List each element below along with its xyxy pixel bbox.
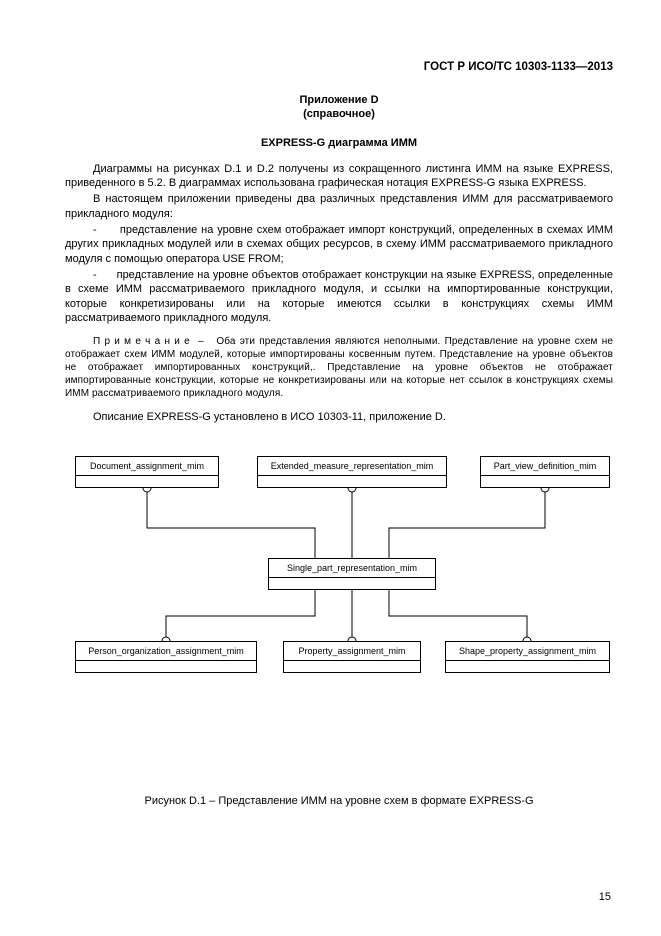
figure-caption: Рисунок D.1 – Представление ИММ на уровн… <box>65 794 613 808</box>
box-property-assignment: Property_assignment_mim <box>283 641 421 661</box>
box-person-organization: Person_organization_assignment_mim <box>75 641 257 661</box>
expressg-diagram: Document_assignment_mim Extended_measure… <box>65 446 613 736</box>
note-paragraph: П р и м е ч а н и е – Оба эти представле… <box>65 335 613 400</box>
appendix-header: Приложение D (справочное) <box>65 93 613 122</box>
box-extended-measure: Extended_measure_representation_mim <box>257 456 447 476</box>
box-single-part-representation-lower <box>268 578 436 590</box>
box-property-assignment-lower <box>283 661 421 673</box>
paragraph-1: Диаграммы на рисунках D.1 и D.2 получены… <box>65 162 613 191</box>
paragraph-5: Описание EXPRESS-G установлено в ИСО 103… <box>65 410 613 424</box>
document-id: ГОСТ Р ИСО/ТС 10303-1133—2013 <box>65 60 613 75</box>
box-single-part-representation: Single_part_representation_mim <box>268 558 436 578</box>
page-root: ГОСТ Р ИСО/ТС 10303-1133—2013 Приложение… <box>0 0 661 936</box>
box-document-assignment: Document_assignment_mim <box>75 456 219 476</box>
box-part-view-definition-lower <box>480 476 610 488</box>
box-part-view-definition: Part_view_definition_mim <box>480 456 610 476</box>
section-title: EXPRESS-G диаграмма ИММ <box>65 136 613 150</box>
box-shape-property-assignment: Shape_property_assignment_mim <box>445 641 610 661</box>
paragraph-3: - представление на уровне схем отображае… <box>65 223 613 266</box>
appendix-line-1: Приложение D <box>299 94 378 106</box>
box-extended-measure-lower <box>257 476 447 488</box>
box-document-assignment-lower <box>75 476 219 488</box>
paragraph-4: - представление на уровне объектов отобр… <box>65 268 613 325</box>
diagram-connectors <box>65 446 613 736</box>
paragraph-2: В настоящем приложении приведены два раз… <box>65 192 613 221</box>
box-shape-property-assignment-lower <box>445 661 610 673</box>
page-number: 15 <box>599 890 611 904</box>
appendix-line-2: (справочное) <box>303 108 375 120</box>
box-person-organization-lower <box>75 661 257 673</box>
